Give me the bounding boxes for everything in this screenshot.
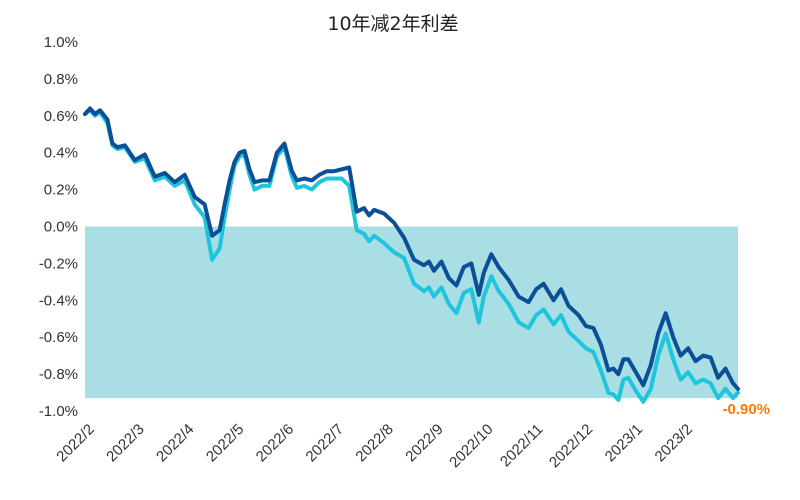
y-tick-label: -0.4% [39, 292, 78, 309]
y-axis: 1.0% 0.8% 0.6% 0.4% 0.2% 0.0% -0.2% -0.4% -0.6% -… [39, 34, 78, 420]
end-value-label: -0.90% [722, 401, 770, 418]
y-tick-label: -0.8% [39, 366, 78, 383]
x-tick-label: 2022/8 [352, 421, 396, 465]
x-tick-label: 2022/7 [303, 421, 347, 465]
x-tick-label: 2022/9 [402, 421, 446, 465]
x-tick-label: 2022/6 [253, 421, 297, 465]
series-line-light [83, 108, 740, 404]
x-tick-label: 2022/4 [153, 421, 197, 465]
x-axis: 2022/2 2022/3 2022/4 2022/5 2022/6 2022/7 2022… [53, 421, 696, 471]
x-tick-label: 2022/10 [446, 421, 496, 471]
x-tick-label: 2022/11 [497, 421, 547, 471]
y-tick-label: 0.8% [44, 71, 78, 88]
series-line-dark [83, 106, 740, 391]
x-tick-label: 2022/3 [103, 421, 147, 465]
y-tick-label: 0.0% [44, 219, 78, 236]
x-tick-label: 2022/2 [53, 421, 97, 465]
y-tick-label: -0.2% [39, 255, 78, 272]
y-tick-label: -0.6% [39, 329, 78, 346]
y-tick-label: 1.0% [44, 34, 78, 51]
x-tick-label: 2023/1 [602, 421, 646, 465]
series-layer [83, 106, 740, 404]
x-tick-label: 2023/2 [652, 421, 696, 465]
x-tick-label: 2022/12 [546, 421, 596, 471]
y-tick-label: 0.4% [44, 145, 78, 162]
y-tick-label: -1.0% [39, 403, 78, 420]
x-tick-label: 2022/5 [203, 421, 247, 465]
y-tick-label: 0.2% [44, 182, 78, 199]
y-tick-label: 0.6% [44, 108, 78, 125]
chart-title: 10年减2年利差 [327, 13, 458, 35]
